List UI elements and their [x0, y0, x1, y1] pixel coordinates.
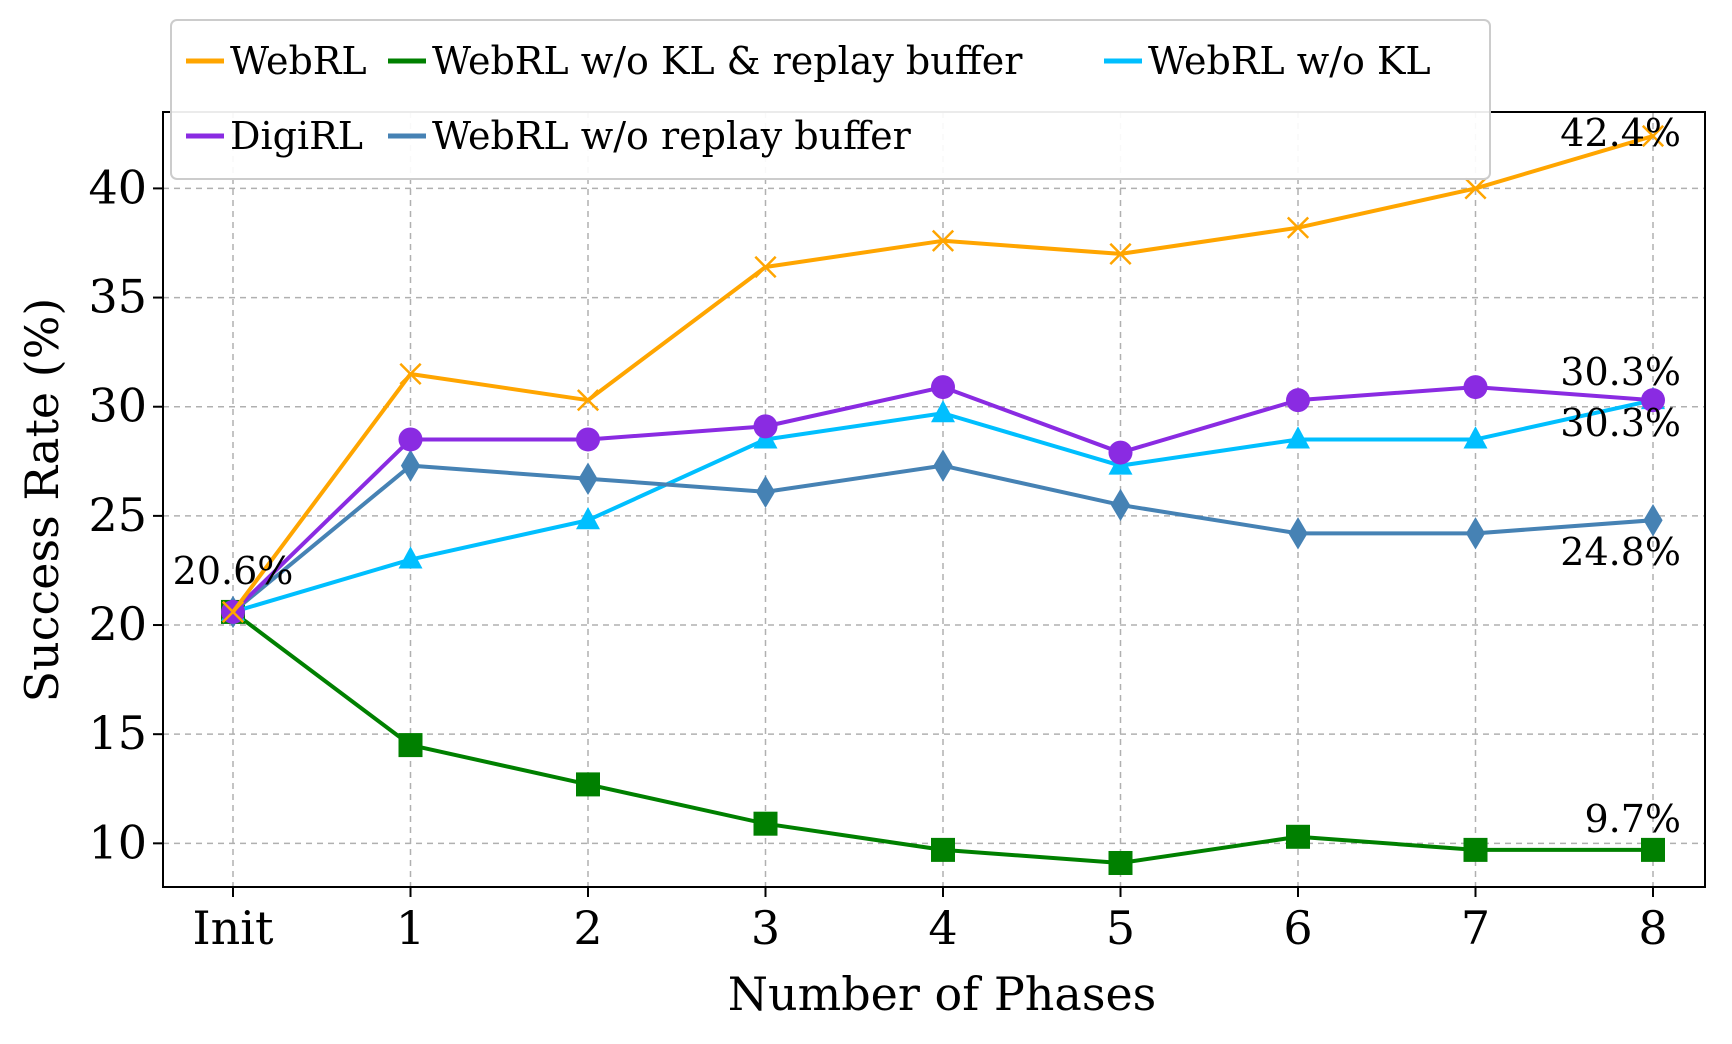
data-point	[1464, 177, 1487, 200]
data-point	[1641, 837, 1665, 862]
x-tick-label: 4	[928, 901, 957, 955]
data-point	[578, 462, 598, 495]
data-point	[399, 362, 422, 386]
legend-label: WebRL w/o KL & replay buffer	[432, 39, 1023, 83]
data-point	[753, 811, 778, 836]
x-tick-label: 7	[1461, 901, 1490, 955]
data-point	[398, 427, 423, 452]
data-point	[931, 375, 955, 400]
data-point	[221, 600, 245, 624]
data-point	[1643, 504, 1663, 537]
legend-label: DigiRL	[230, 114, 363, 158]
x-tick-label: 8	[1638, 901, 1667, 955]
data-point	[1465, 517, 1486, 550]
data-point	[398, 733, 423, 758]
series-line	[231, 134, 1654, 614]
data-point	[933, 449, 953, 482]
series-line	[231, 610, 1653, 865]
data-point	[1463, 837, 1488, 862]
y-tick-label: 30	[88, 379, 147, 433]
y-tick-label: 40	[88, 160, 147, 214]
y-tick-label: 35	[88, 270, 147, 324]
data-point	[1110, 488, 1131, 522]
data-point	[398, 546, 423, 569]
x-tick-label: 3	[751, 901, 780, 955]
annotation-label: 20.6%	[173, 549, 294, 593]
annotation-label: 42.4%	[1560, 111, 1681, 155]
annotation-label: 9.7%	[1584, 797, 1681, 841]
series-webrl	[221, 124, 1665, 624]
data-point	[400, 449, 421, 482]
data-point	[576, 427, 600, 452]
legend-item: WebRL	[186, 39, 367, 83]
legend: WebRL WebRL w/o KL & replay buffer WebRL w…	[170, 19, 1491, 180]
axes: Init 1 2 3 4 5 6 7 8 10 15 20 25 30 35 40	[88, 160, 1667, 955]
data-point	[1286, 824, 1310, 849]
x-tick-label: 5	[1106, 901, 1135, 955]
data-point	[753, 414, 778, 439]
annotation-label: 30.3%	[1560, 350, 1681, 394]
x-tick-label: 6	[1283, 901, 1312, 955]
annotations: 20.6% 42.4% 30.3% 30.3% 24.8% 9.7%	[173, 111, 1681, 841]
legend-label: WebRL w/o KL	[1148, 39, 1431, 83]
data-point	[576, 507, 600, 530]
grid-lines	[163, 112, 1705, 887]
legend-item: DigiRL	[186, 114, 363, 158]
data-point	[1286, 388, 1310, 413]
legend-label: WebRL w/o replay buffer	[432, 114, 912, 158]
y-tick-label: 25	[88, 488, 147, 542]
data-point	[1463, 375, 1488, 400]
data-point	[1108, 850, 1133, 875]
series-webrl-w-o-kl-replay-buffer	[221, 599, 1665, 875]
data-point	[1286, 426, 1310, 449]
annotation-label: 30.3%	[1560, 401, 1681, 445]
data-point	[576, 389, 600, 412]
legend-item: WebRL w/o KL	[1104, 39, 1431, 83]
data-point	[755, 475, 776, 509]
y-tick-label: 10	[88, 815, 147, 869]
data-point	[1108, 440, 1133, 465]
data-point	[1288, 517, 1308, 550]
series-layer	[221, 124, 1665, 875]
legend-label: WebRL	[230, 39, 367, 83]
legend-frame	[170, 19, 1491, 180]
data-point	[1286, 216, 1310, 239]
x-tick-label: 2	[573, 901, 602, 955]
x-axis-label: Number of Phases	[728, 967, 1157, 1021]
data-point	[931, 837, 955, 862]
legend-item: WebRL w/o replay buffer	[388, 114, 912, 158]
data-point	[576, 772, 600, 797]
y-tick-label: 15	[88, 706, 147, 760]
data-point	[1109, 242, 1132, 265]
y-axis-label: Success Rate (%)	[15, 298, 69, 703]
x-tick-label: 1	[396, 901, 425, 955]
x-tick-label: Init	[193, 901, 275, 955]
data-point	[1463, 426, 1488, 449]
data-point	[931, 400, 955, 423]
data-point	[1641, 388, 1665, 413]
data-point	[754, 255, 777, 279]
legend-item: WebRL w/o KL & replay buffer	[388, 39, 1023, 83]
data-point	[931, 229, 955, 252]
data-point	[1641, 124, 1665, 148]
y-tick-label: 20	[88, 597, 147, 651]
plot-area-frame	[162, 111, 1706, 888]
annotation-label: 24.8%	[1560, 530, 1681, 574]
